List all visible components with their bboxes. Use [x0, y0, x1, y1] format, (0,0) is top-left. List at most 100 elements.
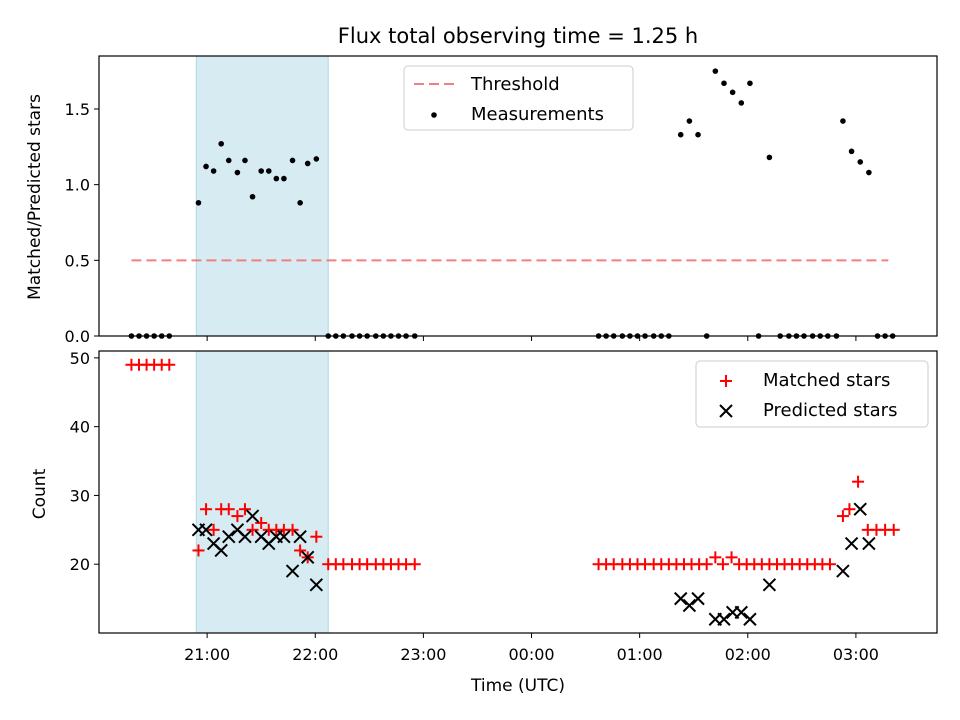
legend-matched-label: Matched stars: [763, 370, 890, 391]
predicted-star-marker: [300, 550, 315, 565]
predicted-star-marker: [734, 605, 748, 620]
matched-star-marker: [222, 503, 235, 516]
y-tick-label: 30: [70, 486, 90, 505]
measurement-point: [721, 80, 727, 87]
measurement-point: [249, 193, 256, 200]
predicted-star-marker: [717, 612, 731, 626]
matched-star-marker: [255, 516, 268, 529]
matched-star-marker: [700, 558, 713, 571]
y-tick-label: 1.5: [65, 100, 90, 119]
predicted-star-marker: [743, 612, 757, 626]
predicted-star-marker: [691, 591, 705, 606]
legend-measurements-label: Measurements: [471, 104, 604, 125]
y-tick-label: 0.0: [65, 327, 90, 346]
predicted-star-marker: [682, 598, 697, 613]
bottom-legend-box: [695, 360, 929, 428]
top-observing-window-shade: [195, 55, 329, 337]
measurement-point: [218, 140, 224, 147]
predicted-star-marker: [309, 578, 324, 592]
matched-star-marker: [408, 558, 421, 571]
predicted-star-marker: [222, 530, 236, 544]
measurement-point: [234, 169, 241, 176]
top-ylabel: Matched/Predicted stars: [25, 94, 45, 300]
legend-predicted-label: Predicted stars: [763, 400, 897, 421]
measurement-point: [686, 118, 693, 124]
y-tick-label: 40: [70, 418, 90, 437]
x-tick-label: 21:00: [184, 645, 230, 664]
predicted-star-marker: [674, 591, 688, 606]
top-legend-box: [403, 65, 634, 131]
measurement-point: [313, 156, 320, 162]
measurement-point: [857, 159, 864, 165]
predicted-star-marker: [214, 543, 228, 558]
x-tick-label: 01:00: [617, 645, 663, 664]
chart-title: Flux total observing time = 1.25 h: [338, 24, 698, 48]
measurement-point: [766, 154, 773, 161]
matched-star-marker: [200, 503, 213, 516]
x-axis-label: Time (UTC): [470, 676, 565, 696]
predicted-star-marker: [862, 536, 876, 551]
matched-star-marker: [310, 530, 323, 543]
bottom-plot-frame: [98, 350, 938, 634]
bottom-observing-window-shade: [195, 350, 329, 634]
matched-star-marker: [823, 558, 836, 571]
x-tick-label: 22:00: [292, 645, 338, 664]
x-tick-label: 00:00: [508, 645, 554, 664]
measurement-point: [677, 131, 684, 138]
y-tick-label: 20: [70, 555, 90, 574]
measurement-point: [258, 168, 264, 174]
bottom-x-axis-ticks: 21:00 22:00 23:00 00:00 01:00 02:00 03:00: [184, 633, 879, 664]
y-tick-label: 1.0: [65, 176, 90, 195]
measurement-point: [265, 168, 272, 174]
measurement-point: [866, 169, 872, 176]
measurement-point: [738, 100, 745, 106]
bottom-ylabel: Count: [30, 468, 50, 519]
matched-star-marker: [238, 503, 251, 516]
predicted-star-marker: [853, 502, 867, 516]
y-tick-label: 0.5: [65, 251, 90, 270]
matched-star-marker: [836, 510, 849, 523]
matched-star-marker: [843, 503, 856, 516]
measurement-point: [195, 200, 202, 206]
measurement-point: [840, 118, 846, 124]
predicted-star-marker: [238, 530, 252, 544]
matched-star-marker: [192, 544, 205, 557]
legend-predicted-swatch: [719, 404, 733, 418]
measurement-point: [203, 163, 209, 170]
predicted-star-marker: [277, 530, 291, 544]
top-y-axis-ticks: 0.0 0.5 1.0 1.5: [65, 100, 99, 346]
matched-star-marker: [716, 558, 729, 571]
y-tick-label: 50: [70, 349, 90, 368]
measurement-point: [747, 80, 753, 87]
x-tick-label: 02:00: [725, 645, 771, 664]
matched-star-marker: [852, 475, 865, 488]
matched-star-marker: [207, 523, 220, 536]
predicted-star-marker: [285, 564, 300, 578]
predicted-star-marker: [293, 530, 307, 544]
top-x-axis-ticks: [206, 336, 857, 341]
matched-stars-points: [125, 358, 900, 571]
matched-star-marker: [887, 523, 900, 536]
predicted-star-marker: [836, 564, 850, 578]
measurement-point: [289, 157, 296, 164]
predicted-star-marker: [245, 509, 260, 523]
measurement-point: [848, 148, 855, 155]
matched-star-marker: [231, 510, 244, 523]
bottom-y-axis-ticks: 20 30 40 50: [70, 349, 99, 574]
bottom-legend: Matched stars Predicted stars: [695, 360, 929, 428]
matched-star-marker: [709, 551, 722, 564]
predicted-star-marker: [844, 536, 859, 551]
measurement-point: [297, 200, 303, 206]
x-tick-label: 03:00: [833, 645, 879, 664]
top-plot-frame: [98, 55, 938, 337]
matched-star-marker: [294, 544, 307, 557]
measurement-point: [242, 157, 248, 164]
measurement-point: [273, 175, 280, 182]
measurement-point: [712, 68, 719, 74]
matched-star-marker: [246, 523, 259, 536]
predicted-star-marker: [762, 578, 777, 592]
matched-star-marker: [163, 358, 176, 371]
predicted-star-marker: [199, 523, 213, 537]
bottom-panel: 20 30 40 50 21:00 22:00 23:00 00:00 01:00 02:00 0…: [30, 349, 938, 696]
legend-measurements-swatch: [431, 112, 437, 118]
